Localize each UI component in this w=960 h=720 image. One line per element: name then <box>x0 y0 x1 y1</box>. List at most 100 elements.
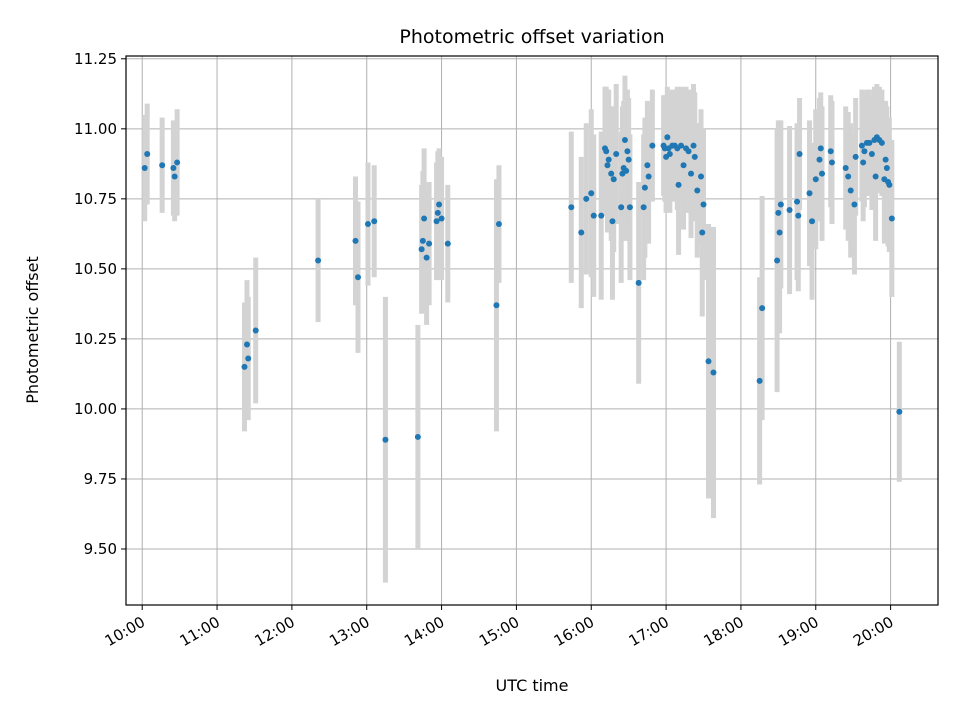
data-point <box>245 355 252 362</box>
data-point <box>816 156 823 163</box>
data-point <box>144 151 151 158</box>
data-point <box>444 240 451 247</box>
data-point <box>796 151 803 158</box>
data-point <box>819 170 825 177</box>
data-point <box>610 176 617 183</box>
data-point <box>678 142 685 149</box>
data-point <box>371 218 378 225</box>
data-point <box>883 165 890 172</box>
data-point <box>243 341 250 348</box>
data-point <box>171 173 178 180</box>
data-point <box>603 148 610 155</box>
y-tick-label: 10.50 <box>74 260 117 278</box>
data-point <box>649 142 656 149</box>
y-axis-ticks: 9.50 9.75 10.00 10.25 10.50 10.75 11.00 11.25 <box>74 50 126 558</box>
data-point <box>680 162 687 169</box>
chart-title: Photometric offset variation <box>399 26 664 48</box>
y-tick-label: 9.50 <box>84 540 117 558</box>
data-point <box>315 257 322 264</box>
data-point <box>590 212 597 219</box>
data-point <box>598 212 605 219</box>
y-tick-label: 10.75 <box>74 190 117 208</box>
data-point <box>605 156 612 163</box>
data-point <box>809 218 816 225</box>
data-point <box>495 221 502 228</box>
data-point <box>872 173 879 180</box>
data-point <box>626 204 633 211</box>
data-point <box>426 240 433 247</box>
y-tick-label: 11.00 <box>74 120 117 138</box>
data-point <box>860 159 867 166</box>
data-point <box>888 215 895 222</box>
data-point <box>241 363 248 370</box>
data-point <box>414 433 421 440</box>
data-point <box>847 187 854 194</box>
data-point <box>690 142 697 149</box>
data-point <box>861 148 868 155</box>
data-point <box>786 207 793 214</box>
y-tick-label: 10.25 <box>74 330 117 348</box>
data-point <box>438 215 445 222</box>
data-point <box>645 173 652 180</box>
data-point <box>613 151 620 158</box>
data-point <box>698 173 705 180</box>
data-point <box>578 229 585 236</box>
data-point <box>858 142 865 149</box>
data-point <box>688 170 695 177</box>
y-axis-label: Photometric offset <box>23 256 42 404</box>
data-point <box>775 209 782 216</box>
data-point <box>685 148 692 155</box>
data-point <box>851 201 858 208</box>
data-point <box>710 369 717 376</box>
data-point <box>624 148 631 155</box>
data-point <box>776 229 783 236</box>
data-point <box>845 173 852 180</box>
data-point <box>640 204 647 211</box>
data-point <box>641 184 648 191</box>
data-point <box>868 151 875 158</box>
data-point <box>694 187 701 194</box>
data-point <box>759 305 766 312</box>
data-point <box>434 209 441 216</box>
data-point <box>644 162 651 169</box>
data-point <box>621 137 628 144</box>
data-point <box>588 190 595 197</box>
data-point <box>795 212 802 219</box>
data-point <box>623 167 630 174</box>
data-point <box>774 257 781 264</box>
data-point <box>419 237 426 244</box>
data-point <box>866 139 873 146</box>
data-point <box>777 201 784 208</box>
data-point <box>493 302 500 309</box>
data-point <box>896 408 903 415</box>
y-tick-label: 9.75 <box>84 470 117 488</box>
data-point <box>806 190 813 197</box>
data-point <box>252 327 259 334</box>
data-point <box>664 134 671 141</box>
data-point <box>382 436 389 443</box>
data-point <box>355 274 361 281</box>
plot-frame <box>125 55 939 606</box>
data-point <box>794 198 801 205</box>
data-point <box>421 215 428 222</box>
x-axis-label: UTC time <box>496 676 569 695</box>
data-point <box>700 201 707 208</box>
data-point <box>604 162 611 169</box>
data-point <box>666 151 673 158</box>
data-point <box>635 279 642 286</box>
data-point <box>159 162 166 169</box>
data-point <box>842 165 849 172</box>
data-point <box>828 159 835 166</box>
data-point <box>608 170 615 177</box>
y-tick-label: 11.25 <box>74 50 117 68</box>
data-point <box>699 229 706 236</box>
data-point <box>568 204 575 211</box>
data-point <box>625 156 632 163</box>
data-point <box>691 153 698 160</box>
point-layer <box>141 134 903 443</box>
data-point <box>364 221 371 228</box>
data-point <box>174 159 181 166</box>
data-point <box>141 165 148 172</box>
data-point <box>423 254 430 261</box>
